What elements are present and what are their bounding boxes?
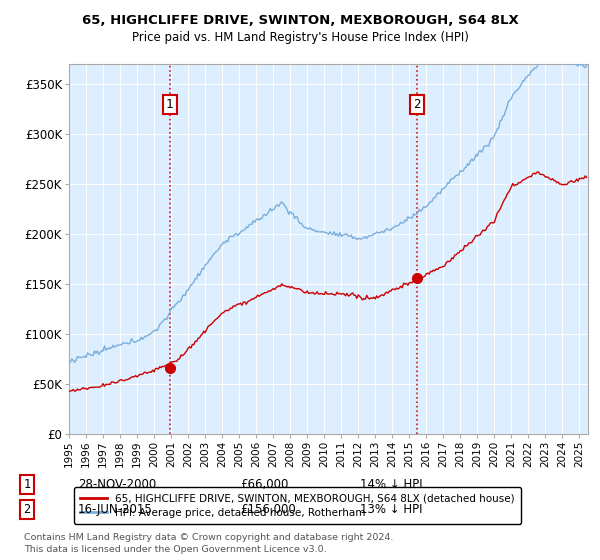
Legend: 65, HIGHCLIFFE DRIVE, SWINTON, MEXBOROUGH, S64 8LX (detached house), HPI: Averag: 65, HIGHCLIFFE DRIVE, SWINTON, MEXBOROUG…: [74, 487, 521, 524]
Text: 28-NOV-2000: 28-NOV-2000: [78, 478, 156, 491]
Text: 1: 1: [23, 478, 31, 491]
Text: £66,000: £66,000: [240, 478, 289, 491]
Text: 1: 1: [166, 98, 173, 111]
Text: £156,000: £156,000: [240, 503, 296, 516]
Text: Contains HM Land Registry data © Crown copyright and database right 2024.: Contains HM Land Registry data © Crown c…: [24, 533, 394, 542]
Text: 13% ↓ HPI: 13% ↓ HPI: [360, 503, 422, 516]
Text: 2: 2: [23, 503, 31, 516]
Text: Price paid vs. HM Land Registry's House Price Index (HPI): Price paid vs. HM Land Registry's House …: [131, 31, 469, 44]
Text: 14% ↓ HPI: 14% ↓ HPI: [360, 478, 422, 491]
Text: This data is licensed under the Open Government Licence v3.0.: This data is licensed under the Open Gov…: [24, 545, 326, 554]
Text: 2: 2: [413, 98, 421, 111]
Text: 65, HIGHCLIFFE DRIVE, SWINTON, MEXBOROUGH, S64 8LX: 65, HIGHCLIFFE DRIVE, SWINTON, MEXBOROUG…: [82, 14, 518, 27]
Text: 16-JUN-2015: 16-JUN-2015: [78, 503, 153, 516]
